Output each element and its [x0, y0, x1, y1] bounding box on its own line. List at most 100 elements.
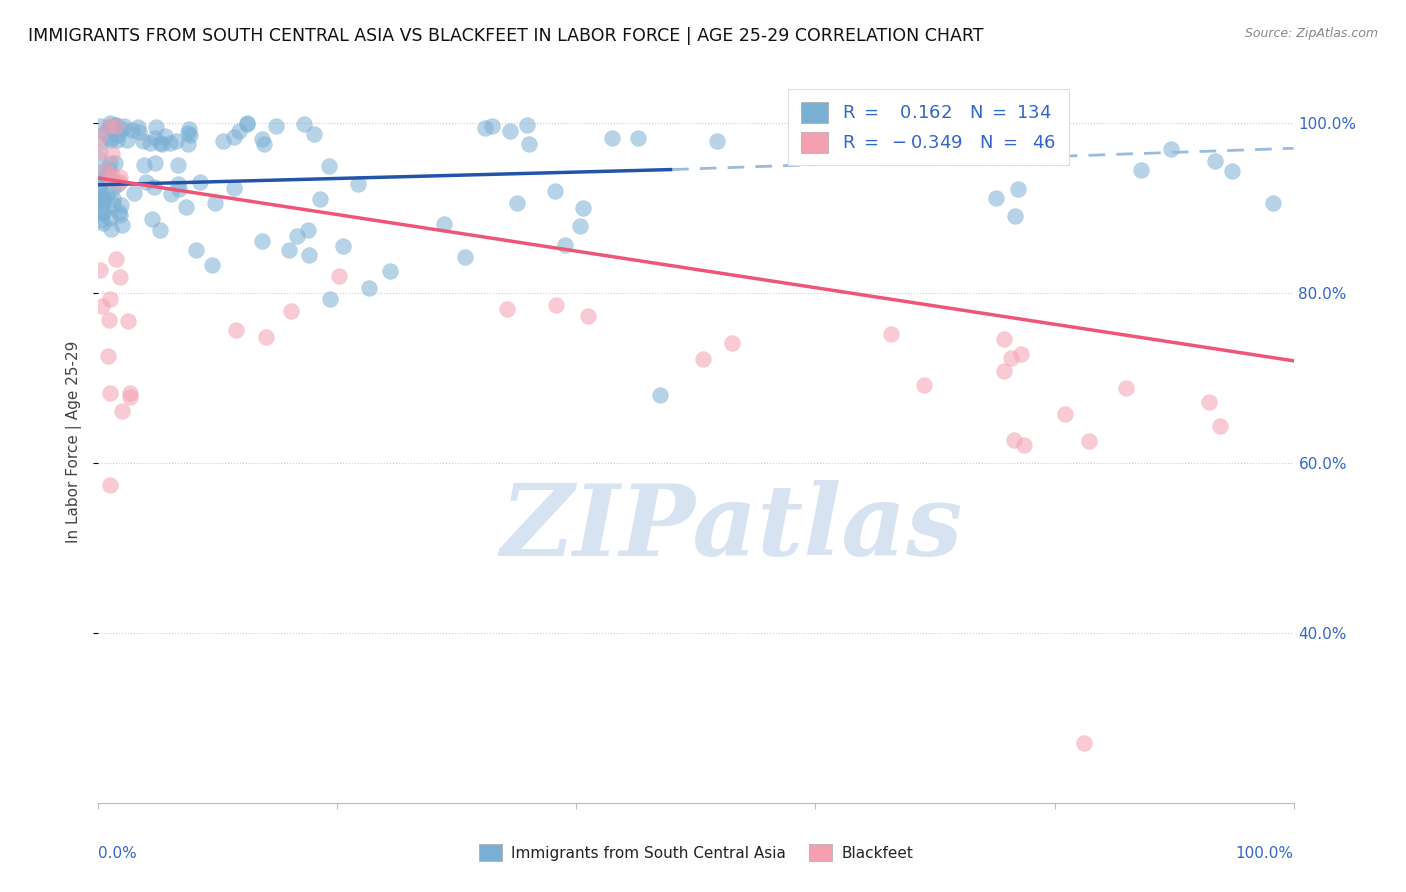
Point [93, 203, 115, 218]
Point [91, 192, 114, 206]
Point [135, 175, 157, 189]
Point [105, 120, 128, 134]
Point [100, 221, 122, 235]
Point [970, 145, 993, 160]
Point [87, 190, 110, 204]
Point [100, 131, 122, 145]
Text: ZIPatlas: ZIPatlas [501, 480, 963, 576]
Point [90, 299, 112, 313]
Point [141, 211, 163, 226]
Point [167, 178, 190, 192]
Point [252, 132, 274, 146]
Point [308, 192, 330, 206]
Point [89, 136, 111, 151]
Point [96, 187, 118, 202]
Point [984, 191, 1007, 205]
Point [87, 179, 110, 194]
Point [96, 162, 118, 177]
Point [167, 158, 190, 172]
Point [496, 302, 519, 317]
Point [176, 136, 198, 151]
Point [101, 192, 124, 206]
Point [104, 118, 127, 132]
Point [98, 155, 121, 169]
Point [120, 386, 142, 401]
Y-axis label: In Labor Force | Age 25-29: In Labor Force | Age 25-29 [66, 341, 83, 542]
Point [115, 133, 138, 147]
Point [228, 124, 250, 138]
Point [98, 313, 121, 327]
Point [143, 180, 166, 194]
Point [993, 332, 1015, 346]
Point [89, 129, 111, 144]
Point [546, 298, 568, 312]
Point [264, 120, 287, 134]
Point [222, 130, 245, 145]
Point [357, 280, 380, 294]
Point [254, 329, 277, 343]
Point [127, 120, 149, 134]
Point [98, 211, 121, 225]
Point [98, 119, 121, 133]
Point [91, 194, 114, 209]
Point [236, 116, 259, 130]
Point [105, 133, 128, 147]
Point [572, 202, 595, 216]
Point [280, 304, 302, 318]
Point [110, 404, 132, 418]
Point [108, 169, 131, 184]
Point [1077, 434, 1099, 449]
Point [159, 186, 181, 201]
Point [108, 205, 131, 219]
Point [648, 388, 672, 402]
Point [89, 119, 111, 133]
Point [108, 175, 131, 189]
Text: Source: ZipAtlas.com: Source: ZipAtlas.com [1244, 27, 1378, 40]
Point [1054, 407, 1077, 421]
Point [188, 175, 211, 189]
Point [100, 172, 122, 186]
Point [1198, 395, 1220, 409]
Point [90, 164, 112, 178]
Point [132, 134, 155, 148]
Point [98, 116, 121, 130]
Point [1220, 164, 1243, 178]
Point [110, 198, 132, 212]
Point [165, 134, 187, 148]
Point [96, 169, 118, 183]
Point [97, 349, 120, 363]
Point [97, 163, 120, 178]
Point [505, 196, 527, 211]
Point [993, 364, 1015, 378]
Point [105, 252, 128, 266]
Point [1007, 182, 1029, 196]
Point [1209, 418, 1232, 433]
Point [378, 263, 401, 277]
Point [212, 134, 235, 148]
Point [235, 117, 257, 131]
Point [302, 128, 325, 142]
Point [627, 131, 650, 145]
Point [277, 243, 299, 257]
Point [150, 136, 173, 151]
Point [204, 196, 226, 211]
Point [169, 182, 191, 196]
Point [104, 119, 127, 133]
Text: 0.0%: 0.0% [98, 847, 138, 861]
Point [720, 335, 742, 350]
Point [94, 126, 117, 140]
Point [454, 251, 477, 265]
Point [100, 168, 122, 182]
Point [121, 123, 143, 137]
Point [602, 131, 624, 145]
Point [186, 243, 208, 257]
Point [97, 120, 120, 134]
Point [100, 133, 122, 147]
Point [98, 478, 121, 492]
Point [318, 292, 340, 306]
Point [576, 309, 599, 323]
Point [104, 156, 127, 170]
Point [117, 314, 139, 328]
Point [108, 209, 131, 223]
Point [90, 204, 112, 219]
